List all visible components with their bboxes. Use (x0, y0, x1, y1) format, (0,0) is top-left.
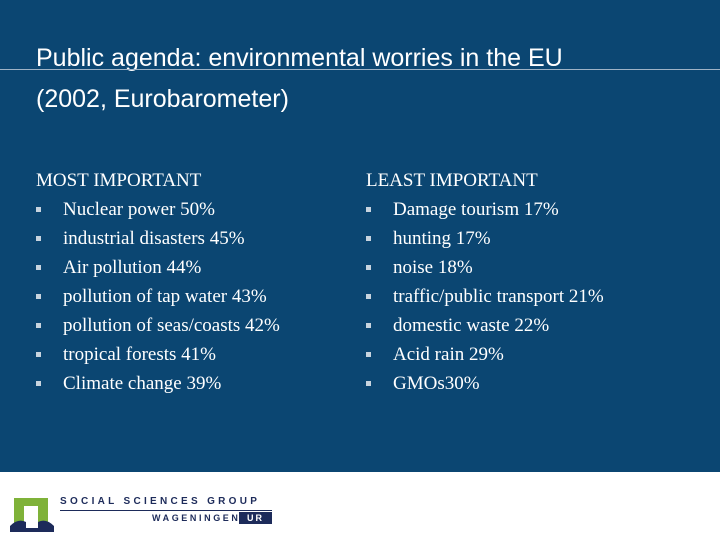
org-divider (60, 510, 272, 511)
bullet-icon (366, 323, 371, 328)
slide-title: Public agenda: environmental worries in … (36, 38, 696, 120)
list-item: Damage tourism 17% (366, 195, 706, 224)
bullet-icon (36, 352, 41, 357)
org-name: SOCIAL SCIENCES GROUP (60, 496, 261, 507)
list-item: pollution of seas/coasts 42% (36, 311, 356, 340)
least-important-heading: LEAST IMPORTANT (366, 170, 538, 191)
bullet-icon (366, 236, 371, 241)
bullet-icon (366, 352, 371, 357)
list-item: Air pollution 44% (36, 253, 356, 282)
bullet-icon (36, 265, 41, 270)
title-divider (0, 69, 720, 70)
most-important-column: MOST IMPORTANT Nuclear power 50% industr… (36, 166, 356, 398)
bullet-icon (36, 236, 41, 241)
list-item: Nuclear power 50% (36, 195, 356, 224)
title-line-2: (2002, Eurobarometer) (36, 85, 289, 113)
most-important-list: Nuclear power 50% industrial disasters 4… (36, 195, 356, 398)
list-item: pollution of tap water 43% (36, 282, 356, 311)
list-item: GMOs30% (366, 369, 706, 398)
bullet-icon (36, 381, 41, 386)
least-important-column: LEAST IMPORTANT Damage tourism 17% hunti… (366, 166, 706, 398)
list-item: Acid rain 29% (366, 340, 706, 369)
bullet-icon (366, 265, 371, 270)
list-item: noise 18% (366, 253, 706, 282)
list-item: traffic/public transport 21% (366, 282, 706, 311)
footer-logo-bar: SOCIAL SCIENCES GROUP WAGENINGEN UR (0, 472, 720, 540)
list-item: domestic waste 22% (366, 311, 706, 340)
ur-badge: UR (239, 512, 272, 524)
title-line-1: Public agenda: environmental worries in … (36, 44, 563, 72)
list-item: Climate change 39% (36, 369, 356, 398)
bullet-icon (366, 381, 371, 386)
bullet-icon (366, 294, 371, 299)
list-item: industrial disasters 45% (36, 224, 356, 253)
bullet-icon (36, 323, 41, 328)
bullet-icon (36, 207, 41, 212)
most-important-heading: MOST IMPORTANT (36, 170, 202, 191)
bullet-icon (366, 207, 371, 212)
least-important-list: Damage tourism 17% hunting 17% noise 18%… (366, 195, 706, 398)
list-item: hunting 17% (366, 224, 706, 253)
university-name: WAGENINGEN (152, 513, 241, 523)
slide-body: Public agenda: environmental worries in … (0, 0, 720, 472)
bullet-icon (36, 294, 41, 299)
list-item: tropical forests 41% (36, 340, 356, 369)
wageningen-logo-icon (10, 498, 54, 532)
